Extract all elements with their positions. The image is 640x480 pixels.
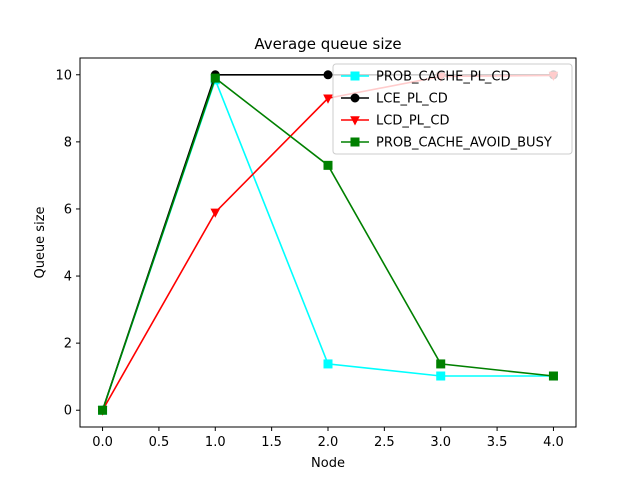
x-tick-label: 2.5: [374, 435, 395, 450]
data-point: [98, 405, 108, 415]
data-point: [323, 70, 333, 80]
legend-item: PROB_CACHE_PL_CD: [341, 70, 511, 85]
legend-item: PROB_CACHE_AVOID_BUSY: [341, 136, 552, 151]
legend-label: PROB_CACHE_AVOID_BUSY: [376, 136, 552, 151]
chart-title: Average queue size: [254, 35, 401, 53]
x-tick-label: 3.5: [487, 435, 508, 450]
legend-marker: [350, 93, 360, 103]
x-tick-label: 4.0: [543, 435, 564, 450]
y-tick-label: 10: [55, 68, 72, 83]
y-tick-label: 4: [64, 270, 72, 285]
y-tick-label: 6: [64, 202, 72, 217]
x-tick-label: 1.5: [261, 435, 282, 450]
legend-item: LCD_PL_CD: [341, 114, 450, 129]
data-point: [436, 359, 446, 369]
legend-marker: [350, 116, 360, 126]
x-tick-label: 0.0: [92, 435, 113, 450]
legend: PROB_CACHE_PL_CD LCE_PL_CD LCD_PL_CD PROB_C…: [332, 63, 573, 155]
legend-label: PROB_CACHE_PL_CD: [376, 70, 511, 85]
series-prob-cache-avoid-busy: [98, 73, 558, 415]
x-axis-title: Node: [311, 456, 345, 471]
y-tick-label: 8: [64, 135, 72, 150]
y-tick-label: 2: [64, 337, 72, 352]
legend-marker: [350, 137, 360, 147]
y-axis-title: Queue size: [33, 206, 48, 278]
data-point: [210, 73, 220, 83]
data-point: [323, 160, 333, 170]
data-point: [323, 359, 333, 369]
x-tick-label: 1.0: [205, 435, 226, 450]
legend-box: [332, 63, 573, 155]
legend-marker: [350, 71, 360, 81]
x-tick-label: 0.5: [149, 435, 170, 450]
x-tick-label: 2.0: [318, 435, 339, 450]
data-point: [210, 208, 221, 218]
x-tick-label: 3.0: [430, 435, 451, 450]
data-point: [323, 94, 333, 104]
legend-item: LCE_PL_CD: [341, 92, 448, 107]
data-point: [436, 371, 446, 381]
data-point: [548, 371, 558, 381]
legend-label: LCD_PL_CD: [376, 114, 450, 129]
legend-label: LCE_PL_CD: [376, 92, 448, 107]
y-tick-label: 0: [64, 404, 72, 419]
plot-area: 0.0 0.5 1.0 1.5 2.0 2.5 3.0 3.5 4.0 0 2 4 6 8 10: [55, 57, 577, 450]
